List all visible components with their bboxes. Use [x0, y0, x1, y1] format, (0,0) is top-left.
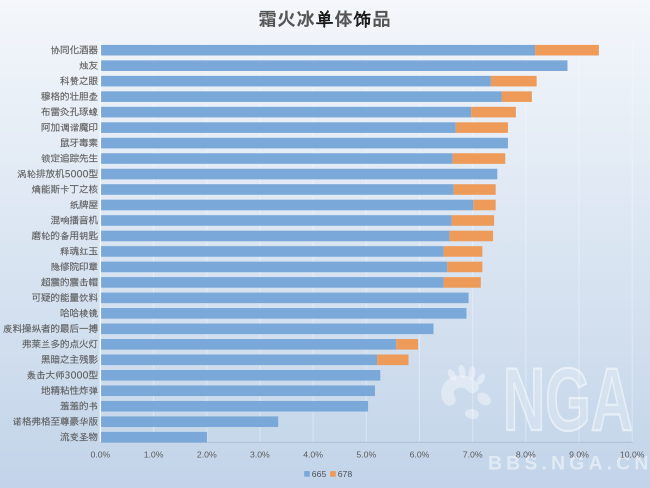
- svg-text:3.0%: 3.0%: [250, 450, 270, 460]
- svg-text:2.0%: 2.0%: [197, 450, 217, 460]
- svg-text:10.0%: 10.0%: [620, 450, 645, 460]
- svg-text:7.0%: 7.0%: [463, 450, 483, 460]
- svg-text:6.0%: 6.0%: [410, 450, 430, 460]
- svg-text:9.0%: 9.0%: [569, 450, 589, 460]
- svg-text:678: 678: [338, 469, 353, 479]
- svg-text:665: 665: [312, 469, 327, 479]
- svg-text:8.0%: 8.0%: [516, 450, 536, 460]
- svg-text:0.0%: 0.0%: [90, 450, 110, 460]
- svg-text:NGA: NGA: [503, 349, 633, 449]
- svg-text:5.0%: 5.0%: [356, 450, 376, 460]
- svg-text:1.0%: 1.0%: [144, 450, 164, 460]
- svg-text:4.0%: 4.0%: [303, 450, 323, 460]
- svg-text:BBS.NGA.CN: BBS.NGA.CN: [488, 453, 650, 475]
